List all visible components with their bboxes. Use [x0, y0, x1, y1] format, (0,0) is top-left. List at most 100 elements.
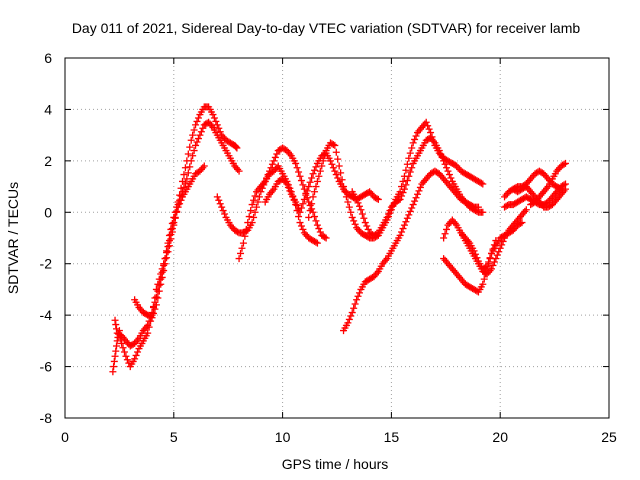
data-point [561, 159, 569, 167]
data-point [268, 160, 276, 168]
data-point [215, 124, 223, 132]
y-tick-label: 6 [44, 50, 52, 66]
data-point [424, 122, 432, 130]
data-point [154, 294, 162, 302]
data-point [480, 275, 488, 283]
data-point [483, 262, 491, 270]
data-point [331, 167, 339, 175]
data-point [109, 368, 117, 376]
data-point [297, 204, 305, 212]
data-point [470, 247, 478, 255]
data-point [326, 157, 334, 165]
data-point [361, 219, 369, 227]
data-point [414, 190, 422, 198]
data-point [302, 191, 310, 199]
data-point [437, 150, 445, 158]
data-point [447, 174, 455, 182]
data-point [316, 228, 324, 236]
data-point [406, 207, 414, 215]
data-point [233, 144, 241, 152]
chart-title: Day 011 of 2021, Sidereal Day-to-day VTE… [72, 20, 581, 36]
data-point [351, 220, 359, 228]
data-point [112, 342, 120, 350]
data-point [357, 206, 365, 214]
data-point [411, 135, 419, 143]
data-point [315, 172, 323, 180]
data-point [170, 221, 178, 229]
data-point [408, 164, 416, 172]
data-point [244, 219, 252, 227]
data-point [251, 192, 259, 200]
series-trace [457, 219, 526, 273]
data-point [354, 292, 362, 300]
data-point [171, 214, 179, 222]
data-point [403, 177, 411, 185]
data-point [482, 263, 490, 271]
data-point [250, 213, 258, 221]
data-point [522, 206, 530, 214]
data-point [152, 293, 160, 301]
data-point [235, 167, 243, 175]
data-point [173, 207, 181, 215]
data-point [155, 281, 163, 289]
data-point [334, 174, 342, 182]
y-tick-label: 2 [44, 153, 52, 169]
data-point [316, 167, 324, 175]
x-tick-label: 0 [61, 429, 69, 445]
series-trace [340, 167, 482, 335]
data-point [251, 208, 259, 216]
data-point [254, 198, 262, 206]
data-point [373, 195, 381, 203]
data-point [184, 169, 192, 177]
data-point [239, 239, 247, 247]
data-point [321, 233, 329, 241]
series-trace [348, 134, 487, 239]
data-point [306, 207, 314, 215]
x-tick-label: 20 [492, 429, 508, 445]
data-point [358, 210, 366, 218]
data-point [189, 152, 197, 160]
data-point [193, 117, 201, 125]
data-point [311, 166, 319, 174]
data-point [472, 250, 480, 258]
data-point [328, 160, 336, 168]
y-axis-label: SDTVAR / TECUs [5, 182, 21, 294]
data-point [160, 267, 168, 275]
data-point [296, 208, 304, 216]
data-point [347, 312, 355, 320]
data-point [560, 181, 568, 189]
data-point [345, 315, 353, 323]
data-point [408, 204, 416, 212]
data-point [192, 141, 200, 149]
data-point [409, 201, 417, 209]
data-point [155, 287, 163, 295]
data-point [441, 230, 449, 238]
data-point [242, 225, 250, 233]
data-point [363, 222, 371, 230]
data-point [131, 355, 139, 363]
data-point [180, 171, 188, 179]
data-point [219, 207, 227, 215]
data-point [479, 180, 487, 188]
data-point [489, 261, 497, 269]
data-point [149, 309, 157, 317]
data-point [403, 214, 411, 222]
data-point [213, 193, 221, 201]
x-tick-label: 5 [170, 429, 178, 445]
data-point [292, 198, 300, 206]
y-tick-label: -8 [40, 410, 53, 426]
data-point [498, 241, 506, 249]
data-point [210, 114, 218, 122]
data-point [396, 231, 404, 239]
data-point [163, 254, 171, 262]
data-point [252, 203, 260, 211]
data-point [273, 150, 281, 158]
data-point [315, 225, 323, 233]
data-point [313, 177, 321, 185]
data-point [311, 188, 319, 196]
data-point [165, 242, 173, 250]
data-point [300, 195, 308, 203]
data-point [284, 183, 292, 191]
data-point [338, 176, 346, 184]
data-point [283, 180, 291, 188]
